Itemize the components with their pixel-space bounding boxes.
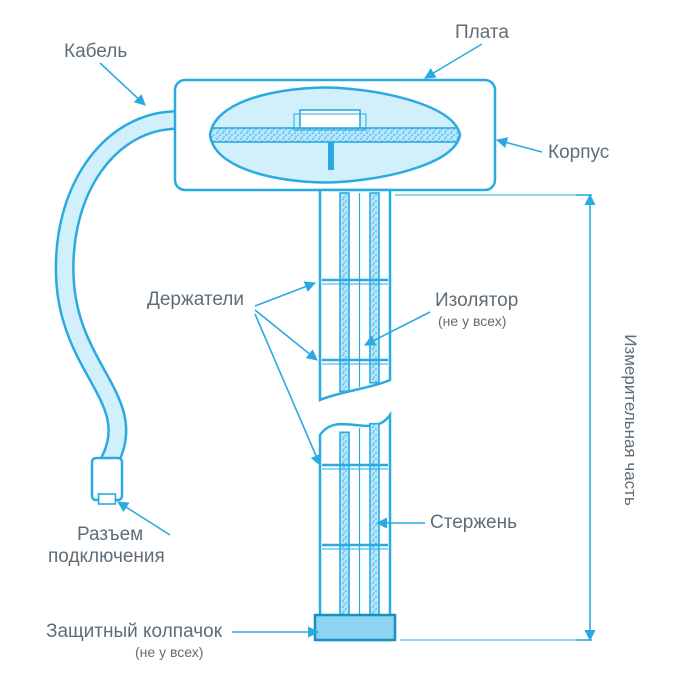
- protective-cap: [315, 615, 395, 640]
- arrow-holder-0: [255, 283, 315, 306]
- label-connector-1: Разъем: [77, 524, 143, 545]
- connector-plug: [92, 458, 122, 504]
- label-measurement: Измерительная часть: [621, 334, 640, 506]
- label-board: Плата: [455, 22, 509, 43]
- tube-segment-upper: [320, 190, 390, 400]
- label-isolator: Изолятор: [435, 290, 518, 311]
- label-body: Корпус: [548, 142, 609, 163]
- measurement-bracket: [395, 195, 592, 640]
- label-holders: Держатели: [147, 289, 244, 310]
- label-connector-2: подключения: [48, 546, 165, 567]
- arrow-body: [497, 140, 542, 152]
- label-rod: Стержень: [430, 512, 517, 533]
- arrow-cable: [100, 63, 145, 105]
- label-isolator-sub: (не у всех): [438, 313, 506, 329]
- diagram-svg: Кабель Плата Корпус Держатели Изолятор (не у …: [0, 0, 700, 700]
- tube-segment-lower: [315, 415, 395, 640]
- label-cap-sub: (не у всех): [135, 644, 203, 660]
- label-cable: Кабель: [64, 41, 127, 62]
- arrow-board: [425, 44, 482, 78]
- label-cap: Защитный колпачок: [46, 621, 223, 642]
